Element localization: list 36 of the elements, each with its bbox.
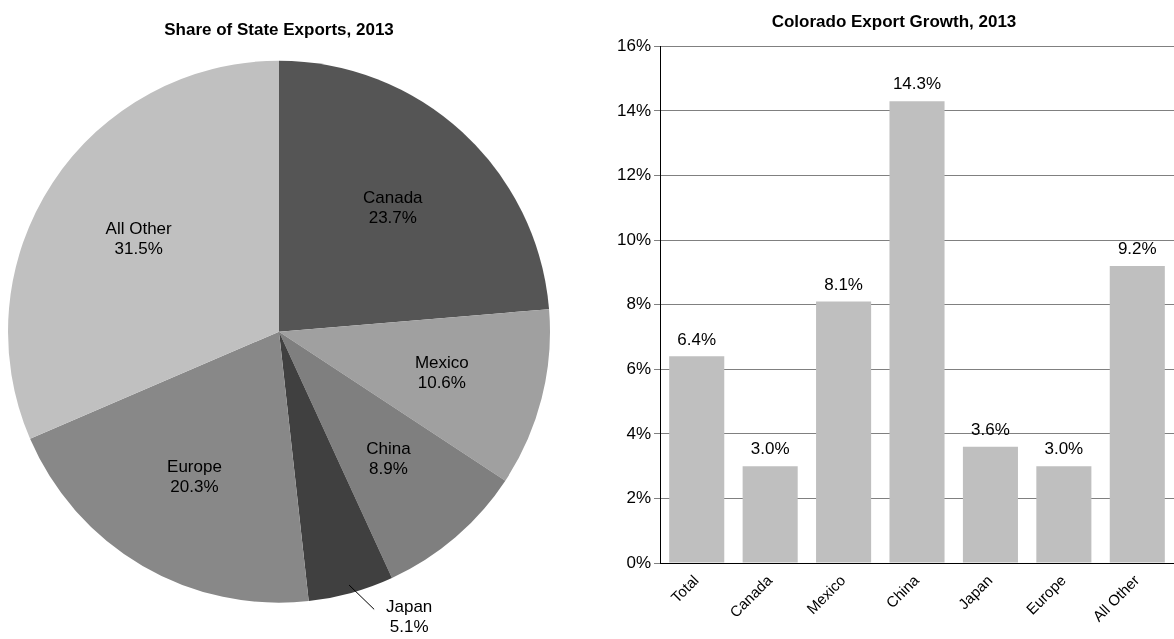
chart-title: Colorado Export Growth, 2013 <box>771 11 1017 31</box>
data-label: 5.1% <box>389 617 429 637</box>
bar <box>962 446 1018 563</box>
slice-label: China <box>366 438 412 458</box>
data-label: 3.0% <box>750 439 790 459</box>
data-label: 10.6% <box>417 372 466 392</box>
y-tick-label: 2% <box>626 488 652 508</box>
y-tick-label: 6% <box>626 358 652 378</box>
bar <box>1036 466 1092 563</box>
data-label: 23.7% <box>368 207 417 227</box>
y-tick-label: 12% <box>616 165 652 185</box>
bar <box>1109 265 1165 563</box>
y-tick-label: 4% <box>626 423 652 443</box>
slice-label: Europe <box>167 456 222 476</box>
bar <box>816 301 872 563</box>
data-label: 9.2% <box>1117 239 1157 259</box>
bar <box>742 466 798 563</box>
data-label: 6.4% <box>677 329 717 349</box>
data-label: 3.6% <box>971 419 1010 439</box>
data-label: 31.5% <box>114 239 163 258</box>
data-label: 3.0% <box>1044 439 1084 459</box>
data-label: 14.3% <box>892 74 942 94</box>
slice-label: All Other <box>105 219 173 238</box>
y-tick-label: 14% <box>616 100 652 120</box>
bar <box>889 101 945 563</box>
data-label: 8.1% <box>824 274 863 294</box>
chart-title: Share of State Exports, 2013 <box>164 19 394 39</box>
slice-label: Canada <box>362 187 424 207</box>
y-tick-label: 10% <box>616 229 652 249</box>
bar <box>669 356 725 563</box>
slice-label: Mexico <box>414 352 469 372</box>
data-label: 20.3% <box>170 476 219 496</box>
y-tick-label: 16% <box>616 36 652 56</box>
y-tick-label: 8% <box>626 294 652 314</box>
y-tick-label: 0% <box>626 552 652 572</box>
data-label: 8.9% <box>369 458 408 478</box>
